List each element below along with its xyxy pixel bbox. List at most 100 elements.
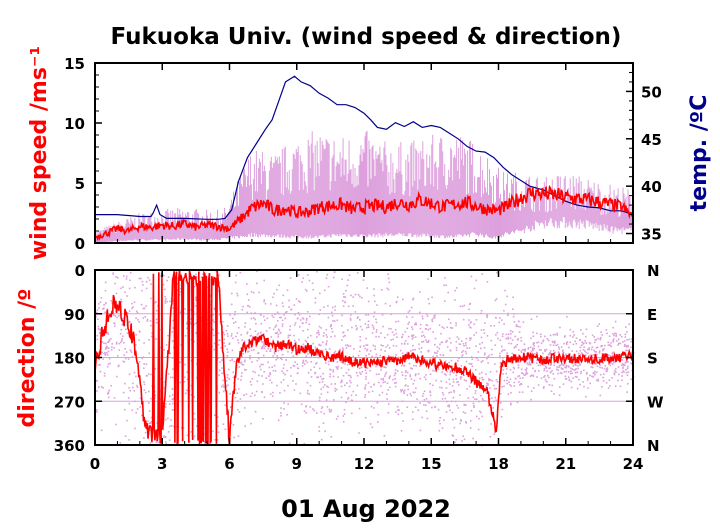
temp-ytick-label: 50: [641, 83, 662, 101]
direction-point: [500, 416, 503, 418]
direction-point: [330, 409, 333, 411]
direction-point: [420, 351, 422, 353]
direction-point: [502, 349, 504, 351]
direction-point: [450, 342, 452, 344]
direction-point: [273, 353, 276, 355]
direction-point: [547, 339, 550, 342]
direction-point: [606, 367, 609, 369]
direction-point: [367, 300, 370, 303]
direction-point: [397, 409, 399, 411]
direction-point: [441, 398, 444, 400]
direction-point: [423, 390, 426, 392]
direction-point: [105, 342, 107, 345]
direction-point: [445, 341, 447, 343]
direction-point: [195, 298, 197, 301]
direction-point: [536, 376, 538, 378]
direction-point: [332, 320, 334, 322]
direction-point: [628, 323, 630, 325]
direction-point: [309, 315, 311, 318]
direction-point: [306, 311, 309, 313]
direction-point: [290, 352, 293, 354]
direction-point: [624, 362, 627, 364]
direction-point: [426, 324, 429, 327]
direction-point: [272, 391, 274, 394]
direction-point: [384, 381, 386, 383]
direction-point: [476, 357, 478, 360]
direction-point: [483, 329, 485, 331]
direction-point: [106, 354, 109, 356]
direction-point: [366, 344, 369, 346]
direction-line: [94, 270, 634, 446]
direction-point: [621, 379, 623, 382]
direction-point: [169, 352, 172, 355]
direction-point: [304, 288, 307, 291]
direction-point: [186, 371, 188, 373]
direction-point: [438, 347, 441, 350]
direction-point: [221, 372, 223, 375]
direction-point: [623, 345, 626, 347]
direction-point: [444, 277, 446, 279]
direction-point: [408, 362, 411, 365]
direction-point: [455, 287, 458, 289]
direction-point: [285, 359, 287, 361]
direction-point: [282, 305, 284, 308]
direction-point: [627, 344, 629, 347]
direction-point: [249, 380, 252, 383]
direction-point: [327, 285, 330, 288]
direction-point: [403, 392, 405, 395]
direction-point: [427, 341, 430, 344]
direction-point: [551, 384, 553, 387]
direction-point: [465, 342, 467, 344]
direction-point: [601, 367, 603, 369]
direction-point: [290, 308, 293, 311]
direction-point: [487, 356, 489, 358]
direction-point: [244, 326, 246, 328]
direction-point: [574, 371, 577, 374]
direction-point: [273, 364, 276, 367]
direction-point: [621, 359, 624, 361]
direction-point: [100, 297, 103, 299]
direction-point: [139, 406, 142, 408]
direction-point: [280, 415, 282, 417]
direction-point: [556, 366, 558, 368]
direction-point: [406, 327, 409, 330]
direction-point: [110, 385, 112, 387]
direction-point: [421, 416, 423, 419]
direction-point: [400, 430, 403, 432]
direction-point: [337, 415, 339, 418]
direction-point: [358, 367, 361, 370]
direction-point: [125, 310, 127, 313]
direction-point: [602, 380, 605, 382]
direction-point: [350, 314, 352, 316]
direction-point: [530, 337, 532, 340]
direction-point: [245, 369, 247, 371]
direction-point: [269, 393, 272, 395]
direction-point: [497, 337, 499, 340]
direction-point: [503, 349, 506, 351]
direction-point: [326, 340, 328, 343]
direction-point: [361, 328, 363, 331]
direction-point: [472, 402, 475, 405]
direction-point: [281, 323, 284, 326]
direction-point: [340, 381, 342, 384]
direction-point: [342, 300, 344, 302]
direction-point: [129, 279, 131, 282]
direction-point: [610, 362, 612, 364]
direction-point: [480, 336, 483, 339]
direction-point: [431, 319, 433, 321]
direction-point: [596, 365, 599, 367]
direction-point: [565, 366, 567, 369]
direction-point: [626, 367, 629, 370]
direction-point: [601, 355, 603, 357]
direction-point: [418, 343, 420, 345]
direction-point: [243, 340, 246, 342]
direction-point: [499, 356, 501, 359]
direction-point: [403, 343, 406, 345]
direction-point: [585, 342, 588, 344]
wind-speed-line: [94, 184, 634, 242]
direction-point: [307, 274, 309, 276]
direction-point: [382, 325, 384, 328]
direction-point: [180, 344, 182, 346]
direction-point: [557, 369, 559, 371]
